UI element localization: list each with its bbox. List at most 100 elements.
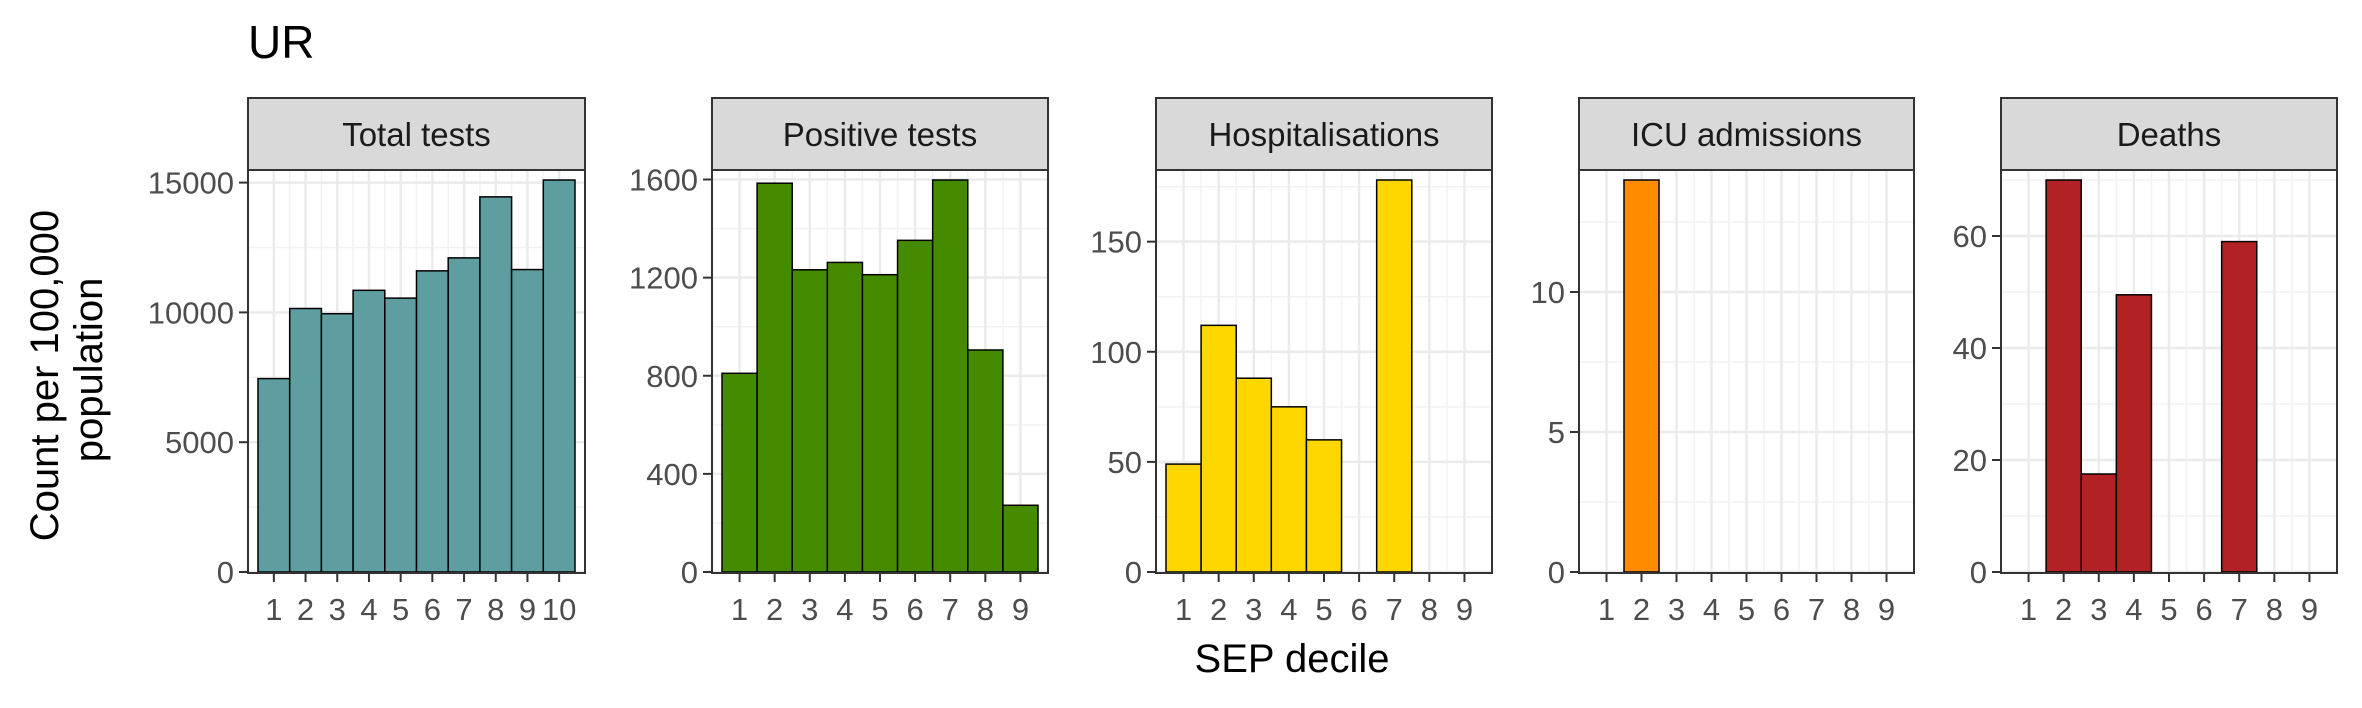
y-tick-label: 0 — [681, 555, 698, 590]
facet-strip — [2000, 97, 2338, 171]
facet-strip — [711, 97, 1049, 171]
y-tick-label: 400 — [646, 457, 698, 492]
y-tick-label: 0 — [217, 555, 234, 590]
bar-decile-6 — [896, 239, 934, 573]
x-tick-label: 9 — [1012, 592, 1029, 627]
x-tick-label: 6 — [1773, 592, 1790, 627]
y-tick-label: 5 — [1548, 415, 1565, 450]
y-tick-label: 10 — [1531, 275, 1565, 310]
y-tick-label: 20 — [1953, 443, 1987, 478]
x-tick-label: 1 — [731, 592, 748, 627]
x-tick-label: 4 — [1703, 592, 1720, 627]
y-tick-label: 10000 — [148, 295, 234, 330]
bar-decile-2 — [756, 182, 793, 573]
bar-decile-2 — [1200, 324, 1237, 573]
x-tick-label: 5 — [392, 592, 409, 627]
y-tick-label: 5000 — [165, 425, 234, 460]
y-tick-label: 100 — [1090, 335, 1142, 370]
x-tick-label: 1 — [2020, 592, 2037, 627]
bar-decile-8 — [967, 349, 1004, 573]
bar-decile-4 — [1270, 406, 1308, 573]
x-tick-label: 3 — [329, 592, 346, 627]
bar-decile-8 — [479, 196, 513, 573]
x-tick-label: 3 — [801, 592, 818, 627]
x-tick-label: 1 — [265, 592, 282, 627]
bar-decile-2 — [1623, 179, 1660, 573]
panel-positive-tests: Positive tests 0 400 800 1200 1600 1 2 3 4 5 6 7 8 9 — [629, 97, 1049, 627]
y-tick-label: 1200 — [629, 261, 698, 296]
x-tick-label: 7 — [1386, 592, 1403, 627]
x-tick-label: 9 — [519, 592, 536, 627]
facet-strip — [247, 97, 586, 171]
x-axis-label: SEP decile — [1195, 637, 1390, 681]
y-tick-label: 0 — [1548, 555, 1565, 590]
bar-decile-7 — [1375, 179, 1413, 573]
x-tick-label: 6 — [906, 592, 923, 627]
y-axis-label-line-1: Count per 100,000 — [23, 210, 67, 541]
panel-total-tests: Total tests 0 5000 10000 15000 1 2 3 4 5 6 7 8 9 10 — [148, 97, 586, 627]
panel-deaths: Deaths 0 20 40 60 1 2 3 4 5 6 7 8 9 — [1953, 97, 2338, 627]
chart-title: UR — [248, 16, 314, 68]
y-tick-label: 0 — [1970, 555, 1987, 590]
bar-decile-9 — [510, 268, 545, 573]
bar-decile-3 — [791, 269, 829, 573]
y-tick-label: 40 — [1953, 331, 1987, 366]
x-tick-label: 7 — [455, 592, 472, 627]
y-tick-label: 800 — [646, 359, 698, 394]
x-tick-label: 4 — [836, 592, 853, 627]
bar-decile-5 — [1305, 439, 1343, 573]
x-tick-label: 1 — [1175, 592, 1192, 627]
bar-decile-3 — [320, 312, 354, 573]
x-tick-label: 5 — [1315, 592, 1332, 627]
bar-decile-7 — [931, 179, 969, 573]
x-tick-label: 2 — [766, 592, 783, 627]
bar-decile-2 — [2045, 179, 2082, 573]
x-tick-label: 2 — [1210, 592, 1227, 627]
x-tick-label: 3 — [1668, 592, 1685, 627]
bar-decile-10 — [542, 179, 576, 573]
x-tick-label: 3 — [1245, 592, 1262, 627]
y-tick-label: 150 — [1090, 225, 1142, 260]
x-tick-label: 2 — [1633, 592, 1650, 627]
x-tick-label: 4 — [2125, 592, 2142, 627]
facet-strip — [1578, 97, 1915, 171]
bar-decile-1 — [721, 372, 758, 573]
bar-decile-3 — [2080, 473, 2118, 573]
x-tick-label: 5 — [2160, 592, 2177, 627]
x-tick-label: 6 — [424, 592, 441, 627]
bar-decile-2 — [288, 307, 323, 573]
bar-decile-1 — [1165, 463, 1202, 573]
bar-decile-4 — [352, 289, 386, 573]
bar-decile-4 — [826, 261, 864, 573]
bar-decile-9 — [1002, 504, 1039, 573]
x-tick-label: 6 — [1350, 592, 1367, 627]
x-tick-label: 7 — [2231, 592, 2248, 627]
x-tick-label: 5 — [871, 592, 888, 627]
x-tick-label: 9 — [1878, 592, 1895, 627]
bar-decile-1 — [257, 377, 291, 573]
x-tick-label: 8 — [487, 592, 504, 627]
bar-decile-7 — [2220, 240, 2258, 573]
x-tick-label: 9 — [1456, 592, 1473, 627]
x-tick-label: 8 — [1843, 592, 1860, 627]
x-tick-label: 4 — [360, 592, 377, 627]
x-tick-label: 7 — [1808, 592, 1825, 627]
y-tick-label: 50 — [1108, 445, 1142, 480]
bar-decile-7 — [447, 257, 481, 573]
x-tick-label: 1 — [1598, 592, 1615, 627]
y-axis-label-line-2: population — [67, 278, 111, 463]
bar-decile-5 — [384, 297, 418, 573]
bar-decile-4 — [2115, 294, 2153, 573]
x-tick-label: 4 — [1280, 592, 1297, 627]
x-tick-label: 8 — [2266, 592, 2283, 627]
x-tick-label: 7 — [942, 592, 959, 627]
x-tick-label: 2 — [297, 592, 314, 627]
x-tick-label: 9 — [2301, 592, 2318, 627]
panel-hospitalisations: Hospitalisations 0 50 100 150 1 2 3 4 5 6 7 8 9 — [1090, 97, 1493, 627]
x-tick-label: 6 — [2195, 592, 2212, 627]
facet-strip-label: ICU admissions — [1631, 116, 1862, 153]
bar-decile-3 — [1235, 377, 1273, 573]
